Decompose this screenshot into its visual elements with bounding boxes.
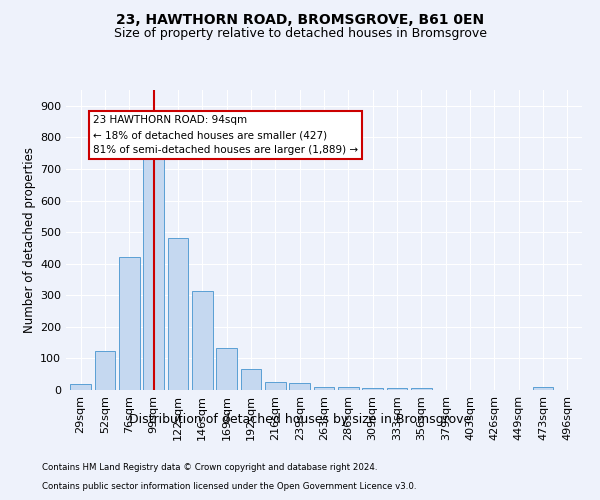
Bar: [533, 387, 553, 390]
Bar: [167, 238, 188, 390]
Bar: [192, 290, 212, 390]
Bar: [119, 258, 140, 390]
Y-axis label: Number of detached properties: Number of detached properties: [23, 147, 36, 333]
Bar: [362, 388, 383, 390]
Bar: [241, 370, 262, 390]
Bar: [265, 382, 286, 390]
Bar: [95, 352, 115, 390]
Text: Distribution of detached houses by size in Bromsgrove: Distribution of detached houses by size …: [129, 412, 471, 426]
Bar: [411, 388, 432, 390]
Bar: [216, 348, 237, 390]
Text: Contains HM Land Registry data © Crown copyright and database right 2024.: Contains HM Land Registry data © Crown c…: [42, 464, 377, 472]
Bar: [314, 387, 334, 390]
Bar: [70, 384, 91, 390]
Bar: [386, 388, 407, 390]
Text: 23 HAWTHORN ROAD: 94sqm
← 18% of detached houses are smaller (427)
81% of semi-d: 23 HAWTHORN ROAD: 94sqm ← 18% of detache…: [93, 116, 358, 155]
Text: 23, HAWTHORN ROAD, BROMSGROVE, B61 0EN: 23, HAWTHORN ROAD, BROMSGROVE, B61 0EN: [116, 12, 484, 26]
Text: Size of property relative to detached houses in Bromsgrove: Size of property relative to detached ho…: [113, 28, 487, 40]
Text: Contains public sector information licensed under the Open Government Licence v3: Contains public sector information licen…: [42, 482, 416, 491]
Bar: [338, 387, 359, 390]
Bar: [143, 159, 164, 390]
Bar: [289, 383, 310, 390]
